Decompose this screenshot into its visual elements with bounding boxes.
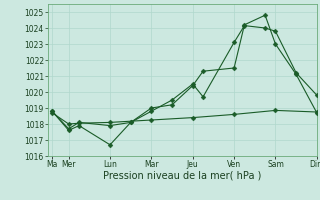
X-axis label: Pression niveau de la mer( hPa ): Pression niveau de la mer( hPa ): [103, 171, 261, 181]
